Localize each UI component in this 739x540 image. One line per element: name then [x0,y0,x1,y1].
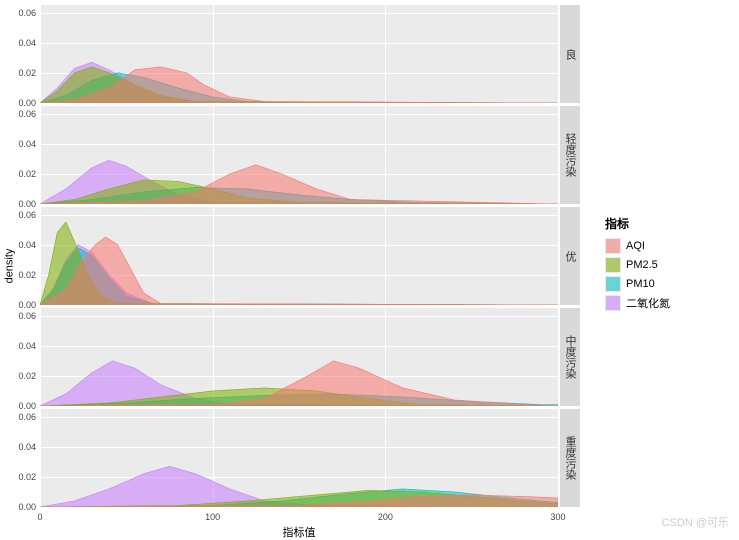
y-tick-label: 0.00 [18,300,36,310]
legend-title: 指标 [605,215,725,232]
y-tick-label: 0.04 [18,442,36,452]
density-curve [40,237,558,305]
y-tick-label: 0.02 [18,270,36,280]
facet-row: 轻度污染 [40,106,580,204]
legend: 指标 AQI PM2.5 PM10 二氧化氮 [605,215,725,314]
facet-strip: 良 [560,5,580,103]
x-tick-label: 100 [205,512,220,522]
y-tick-label: 0.06 [18,210,36,220]
y-tick-label: 0.02 [18,68,36,78]
legend-label: PM2.5 [626,259,658,271]
facet-row: 优 [40,207,580,305]
y-tick-label: 0.06 [18,109,36,119]
facet-panel [40,308,558,406]
legend-item: AQI [605,238,725,254]
facet-strip-label: 优 [562,251,578,262]
x-tick-label: 200 [378,512,393,522]
facet-strip: 重度污染 [560,409,580,507]
legend-item: PM10 [605,276,725,292]
y-tick-label: 0.04 [18,139,36,149]
y-tick-label: 0.06 [18,311,36,321]
y-tick-label: 0.00 [18,502,36,512]
legend-key [605,295,621,311]
facet-strip: 中度污染 [560,308,580,406]
y-tick-label: 0.02 [18,169,36,179]
y-tick-label: 0.02 [18,472,36,482]
facet-strip: 轻度污染 [560,106,580,204]
x-tick-label: 0 [37,512,42,522]
facet-strip-label: 轻度污染 [562,133,578,177]
y-tick-label: 0.04 [18,341,36,351]
y-tick-label: 0.00 [18,98,36,108]
y-tick-label: 0.06 [18,412,36,422]
legend-label: AQI [626,240,645,252]
y-tick-label: 0.06 [18,8,36,18]
x-tick-label: 300 [550,512,565,522]
x-axis: 指标值 0100200300 [40,510,558,535]
y-tick-label: 0.00 [18,401,36,411]
facet-row: 重度污染 [40,409,580,507]
facet-strip-label: 重度污染 [562,436,578,480]
facet-strip: 优 [560,207,580,305]
chart-area: 良轻度污染优中度污染重度污染 [40,5,580,530]
facet-strip-label: 中度污染 [562,335,578,379]
facet-panel [40,5,558,103]
x-axis-label: 指标值 [283,524,316,540]
legend-key [605,238,621,254]
legend-item: PM2.5 [605,257,725,273]
y-tick-label: 0.04 [18,38,36,48]
watermark: CSDN @可乐 [662,514,729,530]
y-tick-label: 0.04 [18,240,36,250]
facet-panel [40,207,558,305]
facet-panel [40,106,558,204]
legend-key [605,276,621,292]
legend-key [605,257,621,273]
facet-panel [40,409,558,507]
facet-strip-label: 良 [562,49,578,60]
y-axis: 0.000.020.040.060.000.020.040.060.000.02… [0,5,38,510]
density-curve [40,67,558,103]
facet-row: 良 [40,5,580,103]
facet-row: 中度污染 [40,308,580,406]
y-tick-label: 0.00 [18,199,36,209]
legend-label: 二氧化氮 [626,295,670,311]
legend-item: 二氧化氮 [605,295,725,311]
legend-label: PM10 [626,278,655,290]
y-tick-label: 0.02 [18,371,36,381]
